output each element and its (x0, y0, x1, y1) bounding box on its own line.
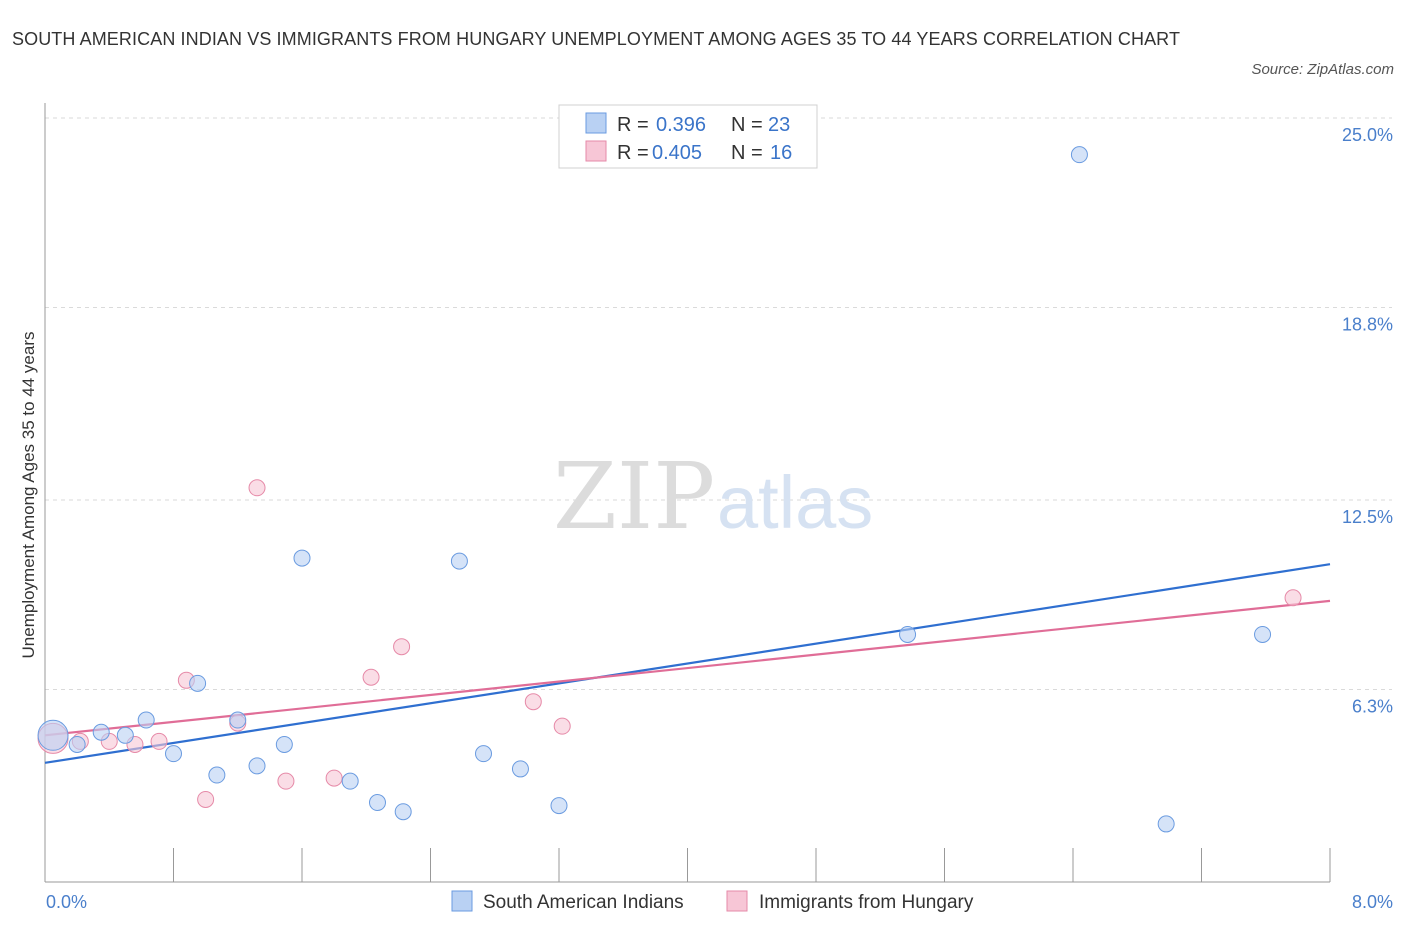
trend-line (44, 563, 1331, 764)
legend-swatch-pink (726, 890, 748, 912)
legend-swatch-blue (451, 890, 473, 912)
data-point (150, 732, 168, 750)
legend-r-label: R = (617, 142, 649, 164)
y-tick-label: 6.3% (1352, 696, 1393, 716)
data-point (550, 797, 568, 815)
chart-title: SOUTH AMERICAN INDIAN VS IMMIGRANTS FROM… (12, 29, 1181, 49)
data-point (92, 723, 110, 741)
trend-line (44, 599, 1331, 737)
data-point (362, 668, 380, 686)
data-point (248, 479, 266, 497)
legend-n-label: N = (731, 114, 763, 136)
data-point (450, 552, 468, 570)
data-point (248, 757, 266, 775)
data-point (137, 711, 155, 729)
legend-r-label: R = (617, 114, 649, 136)
legend-swatch-blue (585, 112, 607, 134)
data-point (394, 803, 412, 821)
data-point (341, 772, 359, 790)
legend-n-label: N = (731, 142, 763, 164)
data-point (116, 726, 134, 744)
data-point (899, 625, 917, 643)
watermark-zip: ZIP (553, 443, 715, 550)
data-point (208, 766, 226, 784)
data-point (553, 717, 571, 735)
data-point (368, 794, 386, 812)
legend-r-value: 0.405 (652, 142, 702, 164)
tick-labels: 6.3% 12.5% 18.8% 25.0% 0.0% 8.0% (46, 125, 1393, 912)
data-point (1284, 589, 1302, 607)
data-point (1254, 625, 1272, 643)
data-point (393, 638, 411, 656)
y-tick-label: 25.0% (1342, 125, 1393, 145)
data-point (475, 745, 493, 763)
data-point (275, 735, 293, 753)
series-legend: South American Indians Immigrants from H… (451, 890, 974, 913)
y-tick-label: 18.8% (1342, 314, 1393, 334)
x-tick-label: 8.0% (1352, 892, 1393, 912)
data-point (511, 760, 529, 778)
data-point (293, 549, 311, 567)
source-label: Source: ZipAtlas.com (1251, 61, 1394, 78)
legend-series-label: South American Indians (483, 892, 684, 913)
y-tick-label: 12.5% (1342, 507, 1393, 527)
legend-n-value: 16 (770, 142, 792, 164)
gridlines (45, 117, 1392, 690)
data-point (1070, 146, 1088, 164)
y-axis-label: Unemployment Among Ages 35 to 44 years (19, 332, 38, 659)
stats-legend: R = 0.396 N = 23 R = 0.405 N = 16 (558, 104, 818, 169)
data-point (165, 745, 182, 763)
trend-lines (44, 563, 1331, 764)
data-point (1157, 815, 1175, 833)
data-point (325, 769, 343, 787)
axes (44, 103, 1331, 883)
x-tick-label: 0.0% (46, 892, 87, 912)
data-point (197, 790, 215, 808)
data-point (37, 719, 69, 751)
legend-swatch-pink (585, 140, 607, 162)
data-points (37, 146, 1302, 833)
data-point (68, 735, 86, 753)
legend-r-value: 0.396 (656, 114, 706, 136)
data-point (229, 711, 247, 729)
legend-series-label: Immigrants from Hungary (759, 892, 974, 913)
watermark-atlas: atlas (717, 461, 873, 544)
legend-n-value: 23 (768, 114, 790, 136)
data-point (524, 693, 542, 711)
data-point (189, 674, 207, 692)
data-point (277, 772, 295, 790)
